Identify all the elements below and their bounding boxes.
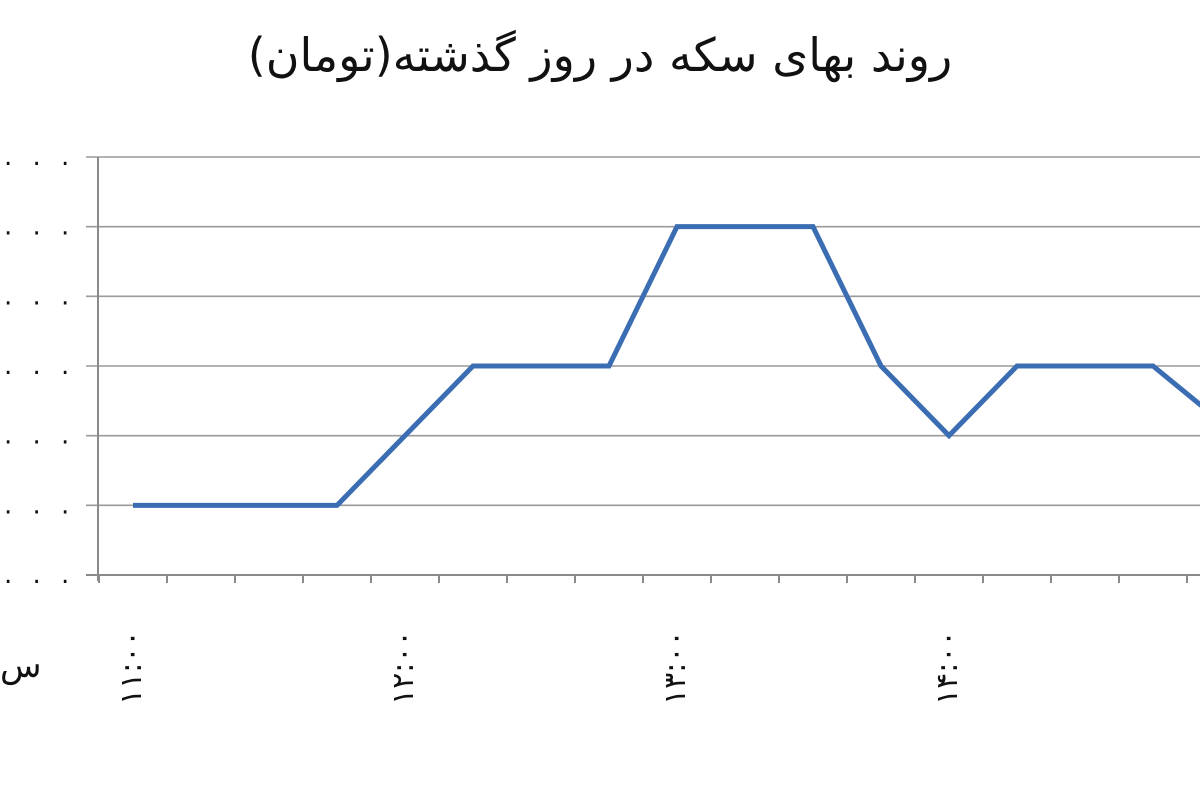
- cut-off-axis-label: س: [0, 646, 42, 686]
- y-tick-label: . . .: [4, 281, 75, 311]
- y-tick-label: . . .: [4, 212, 75, 242]
- x-tick-label: ۱۱:۰۰: [114, 630, 149, 705]
- y-tick-label: . . .: [4, 490, 75, 520]
- x-tick-label: ۱۴:۰۰: [930, 630, 965, 705]
- y-tick-label: . . .: [4, 560, 75, 590]
- y-tick-label: . . .: [4, 142, 75, 172]
- x-tick-label: ۱۲:۰۰: [386, 630, 421, 705]
- chart-title: روند بهای سکه در روز گذشته(تومان): [247, 28, 953, 82]
- y-tick-label: . . .: [4, 421, 75, 451]
- y-tick-label: . . .: [4, 351, 75, 381]
- x-tick-label: ۱۳:۰۰: [658, 630, 693, 705]
